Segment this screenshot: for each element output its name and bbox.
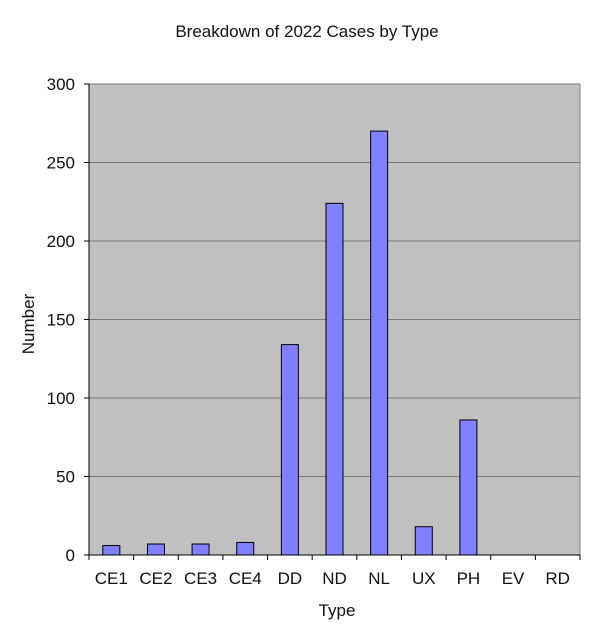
y-tick-label-200: 200 [47, 232, 75, 251]
y-tick-label-50: 50 [56, 468, 75, 487]
bar-dd [280, 344, 299, 556]
y-tick-label-250: 250 [47, 154, 75, 173]
bar-nd [325, 202, 344, 556]
bar-ce3 [191, 543, 210, 556]
x-tick-label-ce2: CE2 [139, 569, 172, 588]
x-axis-title: Type [319, 601, 356, 620]
x-tick-label-ph: PH [457, 569, 481, 588]
x-tick-label-dd: DD [278, 569, 303, 588]
x-tick-label-nd: ND [322, 569, 347, 588]
x-tick-label-ce3: CE3 [184, 569, 217, 588]
y-tick-label-100: 100 [47, 389, 75, 408]
bar-nl [370, 130, 389, 556]
x-tick-label-ev: EV [502, 569, 525, 588]
y-tick-label-0: 0 [66, 546, 75, 565]
bar-ce4 [236, 541, 255, 556]
x-tick-label-ce1: CE1 [95, 569, 128, 588]
y-axis-title: Number [19, 293, 38, 354]
bar-ce1 [102, 545, 121, 556]
y-tick-label-300: 300 [47, 75, 75, 94]
gridlines [89, 83, 580, 477]
bar-ph [459, 419, 478, 556]
bar-ce2 [146, 543, 165, 556]
y-tick-labels: 0 50 100 150 200 250 300 [47, 75, 89, 565]
chart-title: Breakdown of 2022 Cases by Type [175, 22, 438, 41]
x-tick-label-nl: NL [368, 569, 390, 588]
bar-ux [414, 526, 433, 556]
x-tick-labels: CE1 CE2 CE3 CE4 DD ND NL UX PH EV RD [88, 555, 581, 588]
x-tick-label-rd: RD [545, 569, 570, 588]
bars [102, 130, 478, 556]
x-tick-label-ce4: CE4 [229, 569, 262, 588]
y-tick-label-150: 150 [47, 311, 75, 330]
x-tick-label-ux: UX [412, 569, 436, 588]
